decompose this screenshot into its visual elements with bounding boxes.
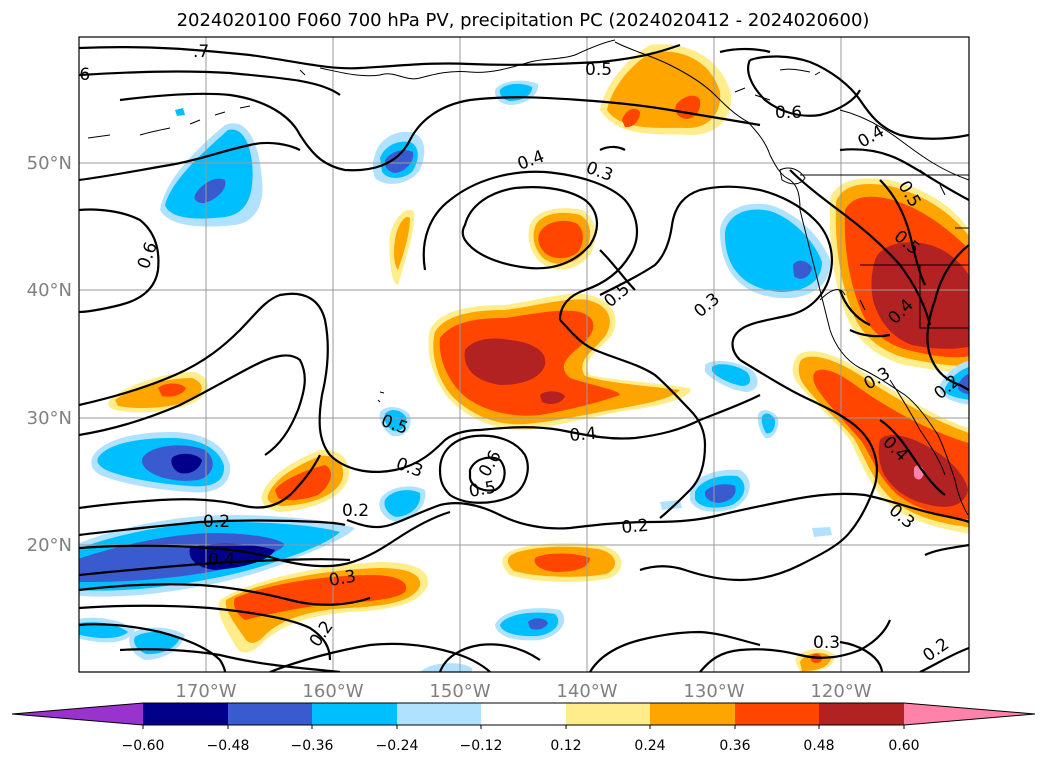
precip-neg-blob — [165, 129, 253, 219]
colorbar: −0.60 −0.48 −0.36 −0.24 −0.12 0.12 0.24 … — [11, 702, 1036, 754]
precip-neg-blob — [704, 484, 736, 503]
precip-pos-blob — [538, 220, 583, 259]
precip-pos-blob — [394, 216, 410, 270]
precip-neg-blob — [384, 150, 414, 173]
colorbar-tick-label: −0.12 — [460, 738, 503, 754]
precip-pos-blob — [158, 383, 186, 397]
colorbar-segment — [650, 703, 735, 725]
precip-pos-blob — [540, 391, 565, 404]
colorbar-tick-label: −0.60 — [122, 738, 165, 754]
colorbar-segment — [312, 703, 397, 725]
precip-neg-blob — [384, 490, 421, 517]
contour-label: .6 — [74, 65, 90, 85]
precip-pos-blob — [622, 108, 640, 128]
colorbar-tick-label: −0.24 — [376, 738, 419, 754]
lat-labels: 50°N 40°N 30°N 20°N — [27, 153, 72, 556]
lat-label-50n: 50°N — [27, 153, 72, 174]
colorbar-segment — [143, 703, 228, 725]
precip-pos-blob — [275, 465, 331, 501]
pv-contours — [79, 43, 969, 672]
contour-label: 0.4 — [208, 550, 235, 570]
contour-label: 0.2 — [203, 512, 230, 532]
precip-neg-blob — [420, 663, 472, 672]
map-frame — [78, 36, 970, 673]
precip-neg-blob — [528, 618, 548, 630]
graticule — [79, 37, 969, 672]
colorbar-extend-low — [12, 703, 143, 725]
colorbar-segment — [481, 703, 566, 725]
lon-labels: 170°W 160°W 150°W 140°W 130°W 120°W — [175, 681, 871, 702]
contour-label: 0.2 — [342, 501, 369, 521]
colorbar-extend-high — [904, 703, 1035, 725]
precip-neg-blob — [384, 410, 407, 432]
colorbar-tick-label: 0.12 — [550, 738, 581, 754]
coastlines — [87, 39, 969, 516]
precip-neg-blob — [175, 108, 185, 116]
lon-label-170w: 170°W — [175, 681, 236, 702]
precip-neg-blob — [812, 527, 832, 537]
lon-label-140w: 140°W — [556, 681, 617, 702]
colorbar-segment — [819, 703, 904, 725]
contour-label: 0.6 — [775, 103, 802, 123]
precip-neg-blob — [79, 622, 128, 639]
colorbar-tick-label: −0.36 — [291, 738, 334, 754]
lat-label-30n: 30°N — [27, 408, 72, 429]
precip-neg-blob — [793, 260, 812, 279]
contour-label: 0.3 — [813, 633, 840, 653]
lon-label-160w: 160°W — [302, 681, 363, 702]
colorbar-tick-label: 0.36 — [719, 738, 750, 754]
precip-shading — [79, 44, 969, 672]
lat-label-40n: 40°N — [27, 280, 72, 301]
contour-label: 0.5 — [467, 478, 497, 502]
lon-label-150w: 150°W — [429, 681, 490, 702]
lon-label-120w: 120°W — [810, 681, 871, 702]
colorbar-segment — [566, 703, 650, 725]
precip-neg-blob — [761, 413, 776, 434]
contour-label: 0.5 — [585, 60, 612, 80]
precip-pos-blob — [534, 553, 590, 572]
contour-label: 0.4 — [569, 424, 598, 446]
precip-pos-blob — [464, 338, 546, 385]
colorbar-segment — [735, 703, 819, 725]
colorbar-segment — [228, 703, 312, 725]
precip-pos-blob — [234, 575, 407, 620]
contour-label: 0.3 — [327, 567, 357, 591]
colorbar-tick-label: −0.48 — [207, 738, 250, 754]
contour-label: 0.2 — [621, 516, 650, 538]
colorbar-segment — [397, 703, 481, 725]
precip-neg-blob — [194, 178, 226, 204]
colorbar-tick-label: 0.24 — [634, 738, 665, 754]
colorbar-tick-label: 0.60 — [888, 738, 919, 754]
lat-label-20n: 20°N — [27, 535, 72, 556]
contour-label: .7 — [193, 42, 209, 62]
colorbar-tick-label: 0.48 — [803, 738, 834, 754]
map-content: .7 .6 0.5 0.6 0.4 0.4 0.3 0.5 0.6 0.5 0.… — [74, 37, 969, 672]
map-title: 2024020100 F060 700 hPa PV, precipitatio… — [177, 10, 870, 31]
lon-label-130w: 130°W — [683, 681, 744, 702]
precip-neg-blob — [171, 453, 202, 474]
precip-neg-blob — [712, 364, 751, 386]
